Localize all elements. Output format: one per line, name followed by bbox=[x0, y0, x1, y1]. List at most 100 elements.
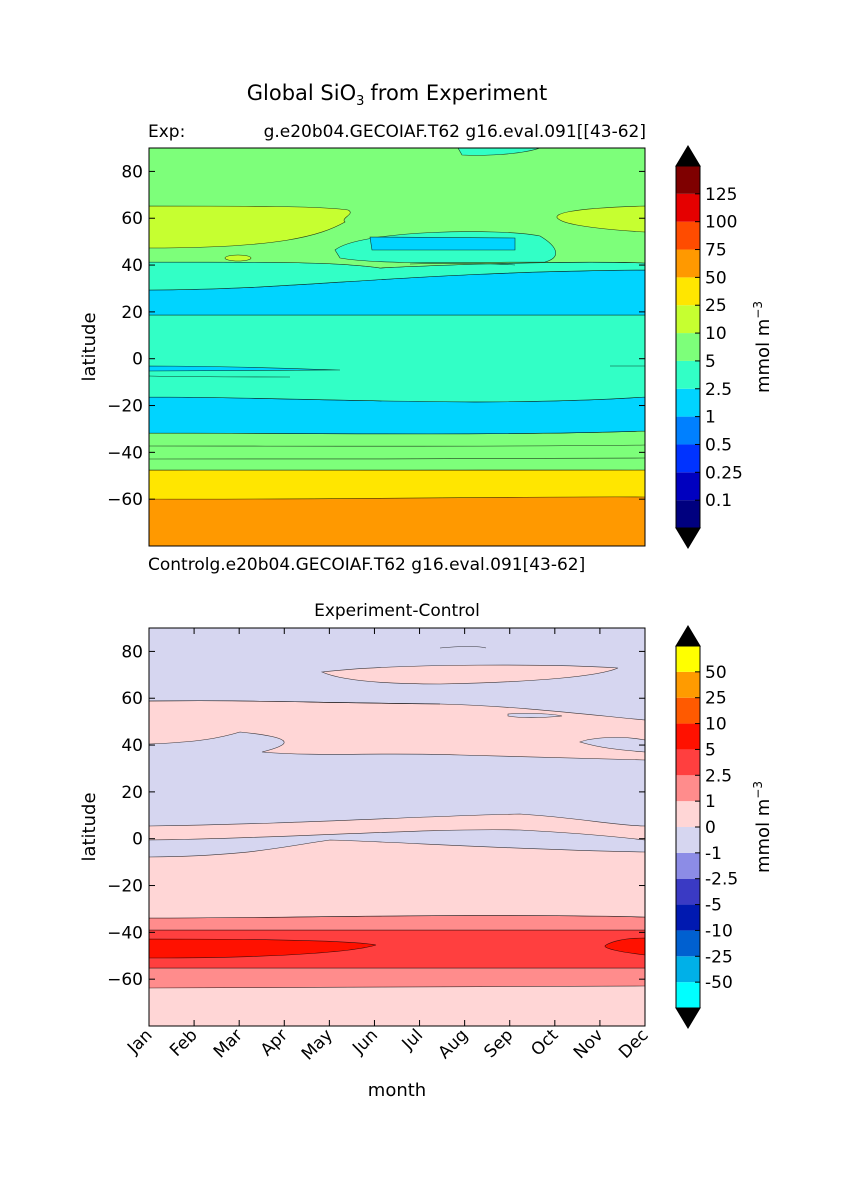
top-colorbar-tick-label: 2.5 bbox=[705, 380, 732, 400]
bottom-ytick-label: −20 bbox=[107, 877, 143, 897]
bottom-panel: Experiment-Control 80 60 40 20 0 −20 −40 −60 Ja… bbox=[79, 601, 774, 1101]
bottom-xtick-label: Feb bbox=[166, 1025, 201, 1060]
bottom-xtick-label: Dec bbox=[615, 1025, 652, 1062]
bottom-colorbar-tick-label: 2.5 bbox=[705, 766, 732, 786]
bottom-y-axis: 80 60 40 20 0 −20 −40 −60 bbox=[107, 642, 645, 990]
top-colorbar-tick-label: 10 bbox=[705, 324, 727, 344]
bottom-xtick-label: Sep bbox=[480, 1025, 517, 1062]
bottom-colorbar-swatch bbox=[676, 697, 700, 724]
top-colorbar-swatch bbox=[676, 416, 700, 445]
top-ytick-label: 0 bbox=[132, 350, 143, 370]
top-colorbar-swatch bbox=[676, 444, 700, 473]
top-region-2p5-5-eq bbox=[149, 314, 645, 403]
bottom-colorbar-swatch bbox=[676, 775, 700, 802]
bottom-ytick-label: 0 bbox=[132, 830, 143, 850]
top-panel: Exp: g.e20b04.GECOIAF.T62 g16.eval.091[[… bbox=[79, 122, 774, 575]
top-colorbar-tick-label: 125 bbox=[705, 185, 737, 205]
bottom-ytick-label: −60 bbox=[107, 970, 143, 990]
bottom-ytick-label: 80 bbox=[121, 642, 143, 662]
top-colorbar-tick-label: 25 bbox=[705, 296, 727, 316]
top-colorbar-tick-label: 100 bbox=[705, 213, 737, 233]
bottom-xtick-label: Aug bbox=[435, 1025, 473, 1063]
bottom-colorbar-tick-label: -10 bbox=[705, 921, 733, 941]
bottom-colorbar-tick-label: -2.5 bbox=[705, 870, 738, 890]
bottom-plot-frame bbox=[148, 627, 646, 1027]
bottom-colorbar-tick-label: -5 bbox=[705, 896, 722, 916]
top-colorbar-swatch bbox=[676, 500, 700, 528]
top-region-10-25-west bbox=[149, 205, 351, 249]
top-region-1-2p5-south bbox=[149, 396, 645, 435]
bottom-ytick-label: 20 bbox=[121, 783, 143, 803]
bottom-colorbar-tick-label: 25 bbox=[705, 689, 727, 709]
bottom-colorbar-over-arrow bbox=[675, 625, 701, 647]
bottom-xtick-label: Jan bbox=[123, 1025, 156, 1058]
bottom-colorbar-swatch bbox=[676, 723, 700, 750]
top-colorbar-swatch bbox=[676, 166, 700, 194]
top-colorbar-swatch bbox=[676, 388, 700, 417]
bottom-ytick-label: 60 bbox=[121, 689, 143, 709]
top-region-10-25-east bbox=[556, 205, 645, 233]
top-ytick-label: 20 bbox=[121, 303, 143, 323]
bottom-colorbar-tick-label: -50 bbox=[705, 973, 733, 993]
top-colorbar-frame bbox=[675, 165, 701, 529]
top-colorbar-swatch bbox=[676, 305, 700, 334]
top-colorbar-tick-label: 0.1 bbox=[705, 491, 732, 511]
bottom-xtick-label: Mar bbox=[210, 1025, 247, 1062]
top-colorbar-tick-label: 75 bbox=[705, 241, 727, 261]
bottom-colorbar-tick-label: -25 bbox=[705, 947, 733, 967]
bottom-ytick-label: −40 bbox=[107, 923, 143, 943]
top-ytick-label: 80 bbox=[121, 162, 143, 182]
top-ytick-label: −20 bbox=[107, 397, 143, 417]
top-colorbar-tick-label: 5 bbox=[705, 352, 716, 372]
top-y-axis: 80 60 40 20 0 −20 −40 −60 bbox=[107, 162, 645, 510]
top-colorbar-tick-label: 50 bbox=[705, 268, 727, 288]
top-colorbar-label: mmol m−3 bbox=[751, 301, 774, 393]
top-ytick-label: 40 bbox=[121, 256, 143, 276]
top-under-label: Controlg.e20b04.GECOIAF.T62 g16.eval.091… bbox=[148, 555, 585, 575]
bottom-x-label: month bbox=[368, 1080, 426, 1101]
bottom-colorbar-swatch bbox=[676, 852, 700, 879]
bottom-plot-field bbox=[149, 628, 645, 1026]
top-colorbar-swatch bbox=[676, 249, 700, 278]
top-colorbar-tick-label: 1 bbox=[705, 408, 716, 428]
bottom-xtick-label: Nov bbox=[570, 1025, 608, 1063]
top-colorbar-swatch bbox=[676, 360, 700, 389]
bottom-xtick-label: Apr bbox=[257, 1025, 292, 1060]
top-ytick-label: −40 bbox=[107, 443, 143, 463]
bottom-colorbar-swatch bbox=[676, 982, 700, 1008]
bottom-colorbar-under-arrow bbox=[675, 1007, 701, 1029]
top-colorbar-swatch bbox=[676, 193, 700, 222]
bottom-colorbar-swatch bbox=[676, 904, 700, 931]
bottom-colorbar-tick-label: 0 bbox=[705, 818, 716, 838]
bottom-xtick-label: Oct bbox=[527, 1025, 562, 1060]
top-colorbar-swatch bbox=[676, 277, 700, 306]
bottom-colorbar-swatch bbox=[676, 930, 700, 957]
bottom-xtick-label: May bbox=[298, 1025, 337, 1064]
bottom-colorbar-swatch bbox=[676, 671, 700, 698]
bottom-region-5-10-west bbox=[149, 938, 377, 959]
bottom-ytick-label: 40 bbox=[121, 736, 143, 756]
bottom-colorbar-swatch bbox=[676, 956, 700, 983]
bottom-colorbar-tick-label: 10 bbox=[705, 715, 727, 735]
top-colorbar-swatch bbox=[676, 472, 700, 501]
top-subtitle-left: Exp: bbox=[148, 122, 185, 142]
bottom-colorbar-swatch bbox=[676, 646, 700, 672]
top-colorbar-swatch bbox=[676, 333, 700, 361]
top-colorbar-over-arrow bbox=[675, 145, 701, 167]
bottom-colorbar-tick-label: 50 bbox=[705, 663, 727, 683]
bottom-title: Experiment-Control bbox=[314, 601, 480, 621]
top-plot-field bbox=[149, 148, 645, 546]
top-colorbar: 0.1 0.25 0.5 1 2.5 5 10 25 50 75 100 125 bbox=[675, 145, 743, 549]
bottom-colorbar-tick-label: 1 bbox=[705, 792, 716, 812]
bottom-y-label: latitude bbox=[79, 792, 100, 861]
top-region-25-50 bbox=[149, 469, 645, 500]
bottom-xtick-label: Jul bbox=[398, 1025, 427, 1054]
top-colorbar-under-arrow bbox=[675, 527, 701, 549]
bottom-region-1-2p5 bbox=[149, 967, 645, 989]
top-colorbar-swatch bbox=[676, 221, 700, 250]
bottom-region-5-10-east bbox=[604, 937, 645, 956]
top-colorbar-tick-label: 0.25 bbox=[705, 463, 743, 483]
top-ytick-label: −60 bbox=[107, 490, 143, 510]
figure-title: Global SiO3 from Experiment bbox=[247, 81, 548, 109]
